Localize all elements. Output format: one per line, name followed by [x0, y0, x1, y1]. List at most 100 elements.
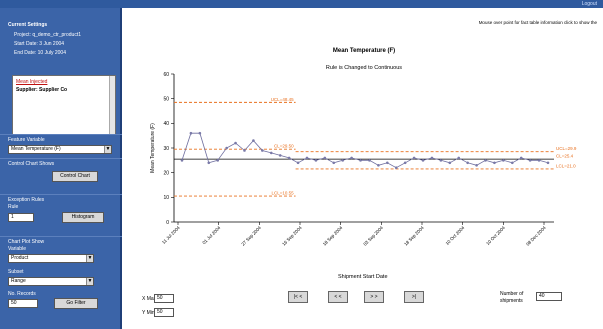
feature-label: Feature Variable	[8, 137, 45, 143]
y-tick-label: 30	[163, 146, 169, 152]
data-point	[457, 156, 461, 160]
x-tick-label: 08 Dec 2004	[525, 225, 547, 247]
data-point	[430, 156, 434, 160]
data-point	[546, 161, 550, 165]
data-point	[510, 161, 514, 165]
points-label-line1: Number of	[500, 291, 524, 297]
reference-line-label: UCL=29.9	[556, 146, 577, 151]
data-point	[394, 166, 398, 170]
data-point	[377, 163, 380, 167]
x-tick-label: 18 Sep 2004	[403, 225, 425, 247]
data-point	[502, 159, 505, 162]
feature-select-value: Mean Temperature (F)	[11, 146, 61, 152]
variable-select[interactable]: Product ▼	[8, 254, 94, 263]
records-label: No. Records	[8, 291, 36, 297]
data-point	[439, 159, 443, 162]
y-tick-label: 40	[163, 121, 169, 127]
points-input[interactable]: 40	[536, 292, 562, 301]
x-tick-label: 10 Oct 2004	[444, 225, 465, 246]
data-point	[323, 156, 327, 160]
data-point	[305, 156, 309, 160]
data-point	[278, 154, 282, 157]
list-item[interactable]: Mean Injected	[16, 79, 48, 85]
prev-page-button[interactable]: < <	[328, 291, 348, 303]
data-point	[368, 159, 371, 162]
hint-text: Mouse over point for fact table informat…	[478, 20, 597, 25]
chevron-down-icon: ▼	[86, 255, 93, 262]
project-setting: Project: q_demo_ctr_product1	[14, 32, 81, 38]
y-axis-label: Mean Temperature (F)	[150, 123, 156, 173]
data-point	[180, 159, 184, 162]
data-point	[296, 161, 300, 165]
data-point	[421, 159, 425, 162]
data-point	[225, 146, 228, 150]
control-chart-button[interactable]: Control Chart	[52, 171, 98, 182]
x-tick-label: 10 Oct 2004	[485, 225, 506, 246]
main-panel: Mouse over point for fact table informat…	[124, 8, 603, 329]
data-point	[412, 156, 416, 160]
control-chart: Mean Temperature (F) Rule is Changed to …	[150, 48, 577, 247]
y-tick-label: 50	[163, 96, 169, 102]
data-point	[243, 149, 246, 152]
first-page-button[interactable]: |< <	[288, 291, 308, 303]
top-bar: Logout	[0, 0, 603, 8]
y-tick-label: 0	[166, 220, 169, 226]
chart-subtitle: Rule is Changed to Continuous	[326, 65, 402, 71]
data-point	[269, 151, 273, 155]
x-max-input[interactable]: 50	[154, 294, 174, 303]
data-point	[189, 131, 193, 135]
data-point	[261, 149, 264, 152]
chevron-down-icon: ▼	[104, 146, 111, 153]
points-label-line2: shipments	[500, 298, 523, 304]
series-line	[181, 132, 549, 169]
reference-line-label: CL=25.4	[556, 154, 574, 159]
data-point	[234, 141, 237, 145]
data-point	[216, 159, 220, 162]
x-tick-label: 16 Sep 2004	[281, 225, 303, 247]
next-page-button[interactable]: > >	[364, 291, 384, 303]
options-section: Chart Plot Show Variable Product ▼ Subse…	[0, 236, 122, 309]
logout-link[interactable]: Logout	[581, 1, 597, 7]
data-point	[341, 159, 344, 162]
y-tick-label: 20	[163, 170, 169, 176]
data-point	[314, 159, 318, 162]
current-settings-title: Current Settings	[8, 22, 48, 28]
control-section: Control Chart Shows Control Chart	[0, 158, 122, 182]
data-point	[484, 159, 487, 162]
x-tick-label: 18 Sep 2004	[322, 225, 344, 247]
nav-title: Shipment Start Date	[338, 274, 388, 280]
subset-select[interactable]: Range ▼	[8, 277, 94, 286]
y-tick-label: 10	[163, 195, 169, 201]
go-filter-button[interactable]: Go Filter	[54, 298, 98, 309]
subset-select-value: Range	[11, 278, 26, 284]
options-label: Chart Plot Show	[8, 239, 45, 245]
reference-line-label: CL=29.50	[274, 144, 294, 149]
chevron-down-icon: ▼	[86, 278, 93, 285]
data-point	[466, 161, 469, 165]
settings-listbox[interactable]: Mean Injected Supplier: Supplier Co	[12, 75, 116, 135]
records-input[interactable]: 50	[8, 299, 38, 308]
data-point	[252, 139, 255, 142]
exception-rule-input[interactable]: 1	[8, 213, 34, 222]
reference-line-label: LCL=21.0	[556, 163, 576, 168]
feature-select[interactable]: Mean Temperature (F) ▼	[8, 145, 112, 154]
histogram-button[interactable]: Histogram	[62, 212, 104, 223]
exception-rule-label: Rule	[8, 204, 19, 210]
y-min-input[interactable]: 50	[154, 308, 174, 317]
x-tick-label: 01 Jul 2004	[201, 225, 221, 245]
data-point	[448, 161, 452, 165]
chart-title: Mean Temperature (F)	[333, 48, 395, 54]
data-point	[537, 159, 541, 162]
exception-section: Exception Rules Rule 1 Histogram	[0, 194, 122, 223]
data-point	[475, 163, 478, 167]
data-point	[493, 161, 496, 165]
x-tick-label: 27 Sep 2004	[240, 225, 262, 247]
list-item[interactable]: Supplier: Supplier Co	[16, 87, 68, 93]
plot-area: 0 10 20 30 40 50 60 UCL=48.45 CL=29.50 LCL=10.55 U…	[161, 72, 577, 247]
variable-label: Variable	[8, 246, 26, 252]
exception-label: Exception Rules	[8, 197, 45, 203]
control-label: Control Chart Shows	[8, 161, 55, 167]
reference-line-label: UCL=48.45	[271, 97, 294, 102]
last-page-button[interactable]: >|	[404, 291, 424, 303]
listbox-scrollbar[interactable]	[109, 76, 115, 134]
